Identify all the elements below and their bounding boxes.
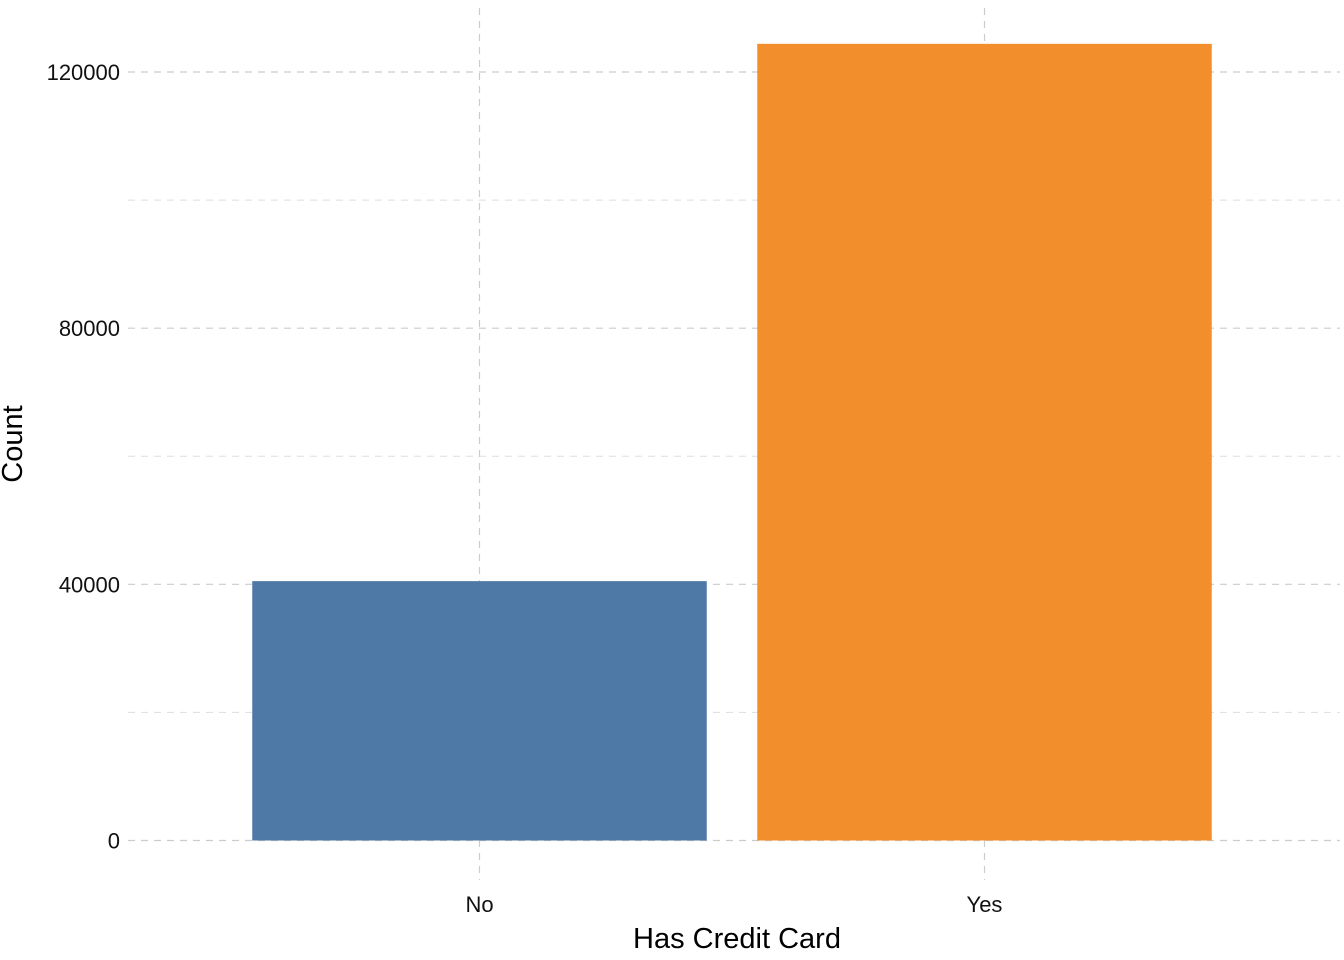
y-tick-label: 40000 — [59, 572, 120, 597]
x-tick-label: Yes — [967, 892, 1003, 917]
bars — [252, 43, 1212, 841]
y-tick-label: 80000 — [59, 316, 120, 341]
bar-yes — [757, 43, 1212, 841]
y-axis-title: Count — [0, 405, 29, 482]
x-tick-label: No — [465, 892, 493, 917]
x-axis-title: Has Credit Card — [633, 923, 841, 955]
y-tick-label: 120000 — [47, 60, 120, 85]
y-tick-label: 0 — [108, 829, 120, 854]
x-axis-ticks: No Yes — [465, 892, 1002, 917]
y-axis-ticks: 0 40000 80000 120000 — [47, 60, 120, 854]
bar-no — [252, 581, 707, 841]
